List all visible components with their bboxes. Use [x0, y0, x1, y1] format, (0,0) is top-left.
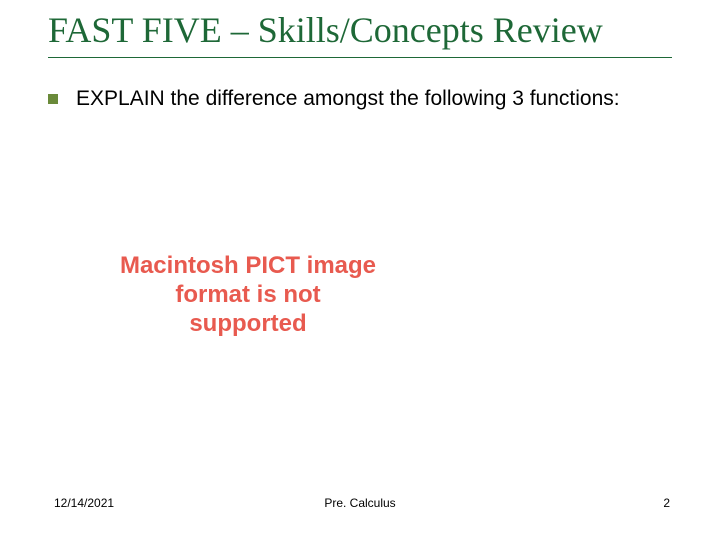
pict-error-message: Macintosh PICT image format is not suppo…: [118, 252, 378, 338]
footer-date: 12/14/2021: [54, 496, 114, 510]
bullet-text: EXPLAIN the difference amongst the follo…: [76, 86, 620, 112]
slide-title: FAST FIVE – Skills/Concepts Review: [48, 10, 672, 58]
footer-page: 2: [663, 496, 670, 510]
slide-body: EXPLAIN the difference amongst the follo…: [48, 86, 672, 112]
bullet-item: EXPLAIN the difference amongst the follo…: [48, 86, 672, 112]
slide-footer: 12/14/2021 Pre. Calculus 2: [0, 496, 720, 510]
square-bullet-icon: [48, 94, 58, 104]
footer-center: Pre. Calculus: [324, 496, 395, 510]
slide-container: FAST FIVE – Skills/Concepts Review EXPLA…: [0, 0, 720, 540]
